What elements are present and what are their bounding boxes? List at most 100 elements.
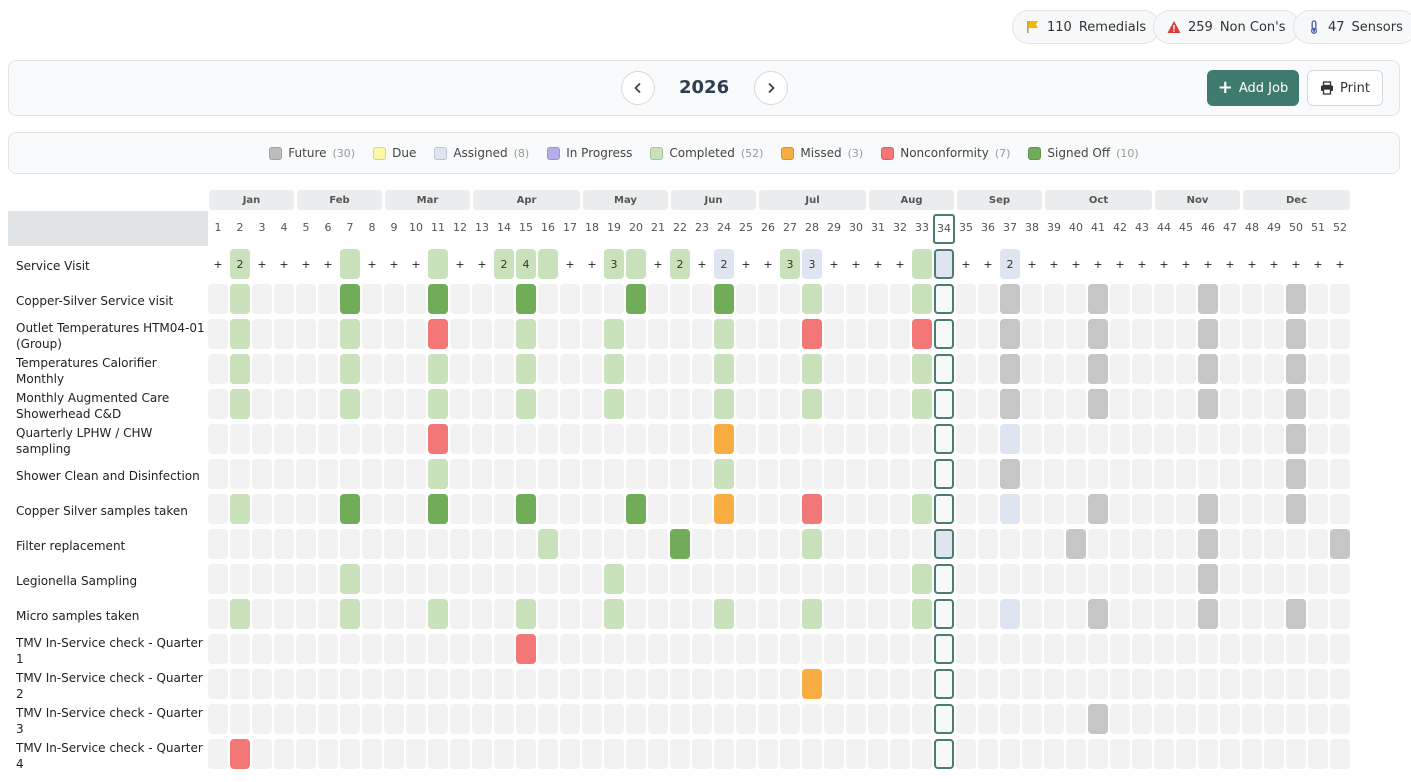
schedule-cell[interactable]	[978, 599, 998, 629]
schedule-cell[interactable]	[1154, 739, 1174, 769]
job-row-label[interactable]: Copper Silver samples taken	[16, 504, 188, 518]
schedule-cell[interactable]	[1044, 599, 1064, 629]
schedule-cell[interactable]	[956, 459, 976, 489]
remedials-pill[interactable]: 110 Remedials	[1012, 10, 1161, 44]
service-visit-cell[interactable]	[626, 249, 646, 279]
schedule-cell[interactable]	[846, 319, 866, 349]
schedule-cell[interactable]	[978, 459, 998, 489]
schedule-cell[interactable]	[670, 354, 690, 384]
schedule-cell[interactable]	[1110, 564, 1130, 594]
schedule-cell[interactable]	[406, 354, 426, 384]
schedule-cell[interactable]	[802, 354, 822, 384]
schedule-cell[interactable]	[582, 284, 602, 314]
schedule-cell[interactable]	[1242, 529, 1262, 559]
schedule-cell[interactable]	[758, 529, 778, 559]
schedule-cell[interactable]	[450, 354, 470, 384]
schedule-cell[interactable]	[560, 739, 580, 769]
schedule-cell[interactable]	[1000, 634, 1020, 664]
schedule-cell[interactable]	[252, 739, 272, 769]
schedule-cell[interactable]	[1264, 459, 1284, 489]
schedule-cell[interactable]	[934, 704, 954, 734]
schedule-cell[interactable]	[274, 354, 294, 384]
job-row-label[interactable]: Copper-Silver Service visit	[16, 294, 174, 308]
schedule-cell[interactable]	[560, 599, 580, 629]
schedule-cell[interactable]	[758, 494, 778, 524]
schedule-cell[interactable]	[1154, 494, 1174, 524]
schedule-cell[interactable]	[846, 459, 866, 489]
schedule-cell[interactable]	[912, 634, 932, 664]
schedule-cell[interactable]	[296, 564, 316, 594]
schedule-cell[interactable]	[604, 704, 624, 734]
schedule-cell[interactable]	[318, 354, 338, 384]
schedule-cell[interactable]	[1330, 389, 1350, 419]
schedule-cell[interactable]	[1066, 599, 1086, 629]
schedule-cell[interactable]	[1088, 564, 1108, 594]
schedule-cell[interactable]	[1132, 739, 1152, 769]
schedule-cell[interactable]	[274, 494, 294, 524]
schedule-cell[interactable]	[1000, 739, 1020, 769]
schedule-cell[interactable]	[1330, 459, 1350, 489]
schedule-cell[interactable]	[208, 739, 228, 769]
job-row-label[interactable]: Legionella Sampling	[16, 574, 138, 588]
schedule-cell[interactable]	[274, 634, 294, 664]
schedule-cell[interactable]	[1022, 634, 1042, 664]
schedule-cell[interactable]	[340, 564, 360, 594]
schedule-cell[interactable]	[956, 284, 976, 314]
service-visit-cell[interactable]	[428, 249, 448, 279]
schedule-cell[interactable]	[406, 669, 426, 699]
schedule-cell[interactable]	[1176, 389, 1196, 419]
schedule-cell[interactable]	[758, 389, 778, 419]
schedule-cell[interactable]	[846, 389, 866, 419]
schedule-cell[interactable]	[802, 319, 822, 349]
schedule-cell[interactable]	[340, 354, 360, 384]
schedule-cell[interactable]	[274, 319, 294, 349]
schedule-cell[interactable]	[1308, 389, 1328, 419]
schedule-cell[interactable]	[1286, 389, 1306, 419]
service-visit-cell[interactable]: 3	[604, 249, 624, 279]
schedule-cell[interactable]	[626, 704, 646, 734]
schedule-cell[interactable]	[1066, 354, 1086, 384]
schedule-cell[interactable]	[780, 389, 800, 419]
schedule-cell[interactable]	[978, 564, 998, 594]
job-row-label[interactable]: Service Visit	[16, 259, 90, 273]
schedule-cell[interactable]	[648, 284, 668, 314]
schedule-cell[interactable]	[516, 599, 536, 629]
schedule-cell[interactable]	[714, 459, 734, 489]
schedule-cell[interactable]	[1286, 634, 1306, 664]
add-visit-button[interactable]: +	[961, 257, 971, 271]
schedule-cell[interactable]	[252, 669, 272, 699]
schedule-cell[interactable]	[1088, 319, 1108, 349]
schedule-cell[interactable]	[604, 284, 624, 314]
schedule-cell[interactable]	[1044, 494, 1064, 524]
schedule-cell[interactable]	[1066, 284, 1086, 314]
schedule-cell[interactable]	[252, 319, 272, 349]
schedule-cell[interactable]	[912, 669, 932, 699]
add-visit-button[interactable]: +	[1071, 257, 1081, 271]
schedule-cell[interactable]	[1066, 529, 1086, 559]
schedule-cell[interactable]	[428, 599, 448, 629]
schedule-cell[interactable]	[450, 494, 470, 524]
schedule-cell[interactable]	[318, 599, 338, 629]
schedule-cell[interactable]	[1110, 669, 1130, 699]
schedule-cell[interactable]	[230, 599, 250, 629]
schedule-cell[interactable]	[318, 669, 338, 699]
job-row-label[interactable]: TMV In-Service check - Quarter 1	[16, 636, 203, 666]
schedule-cell[interactable]	[1044, 354, 1064, 384]
schedule-cell[interactable]	[780, 319, 800, 349]
schedule-cell[interactable]	[472, 634, 492, 664]
schedule-cell[interactable]	[604, 634, 624, 664]
schedule-cell[interactable]	[1022, 459, 1042, 489]
schedule-cell[interactable]	[824, 704, 844, 734]
schedule-cell[interactable]	[538, 319, 558, 349]
schedule-cell[interactable]	[1110, 284, 1130, 314]
schedule-cell[interactable]	[538, 634, 558, 664]
schedule-cell[interactable]	[1044, 389, 1064, 419]
schedule-cell[interactable]	[868, 634, 888, 664]
add-visit-button[interactable]: +	[653, 257, 663, 271]
schedule-cell[interactable]	[428, 459, 448, 489]
schedule-cell[interactable]	[582, 354, 602, 384]
schedule-cell[interactable]	[736, 354, 756, 384]
schedule-cell[interactable]	[252, 494, 272, 524]
service-visit-cell[interactable]: 2	[494, 249, 514, 279]
schedule-cell[interactable]	[274, 529, 294, 559]
